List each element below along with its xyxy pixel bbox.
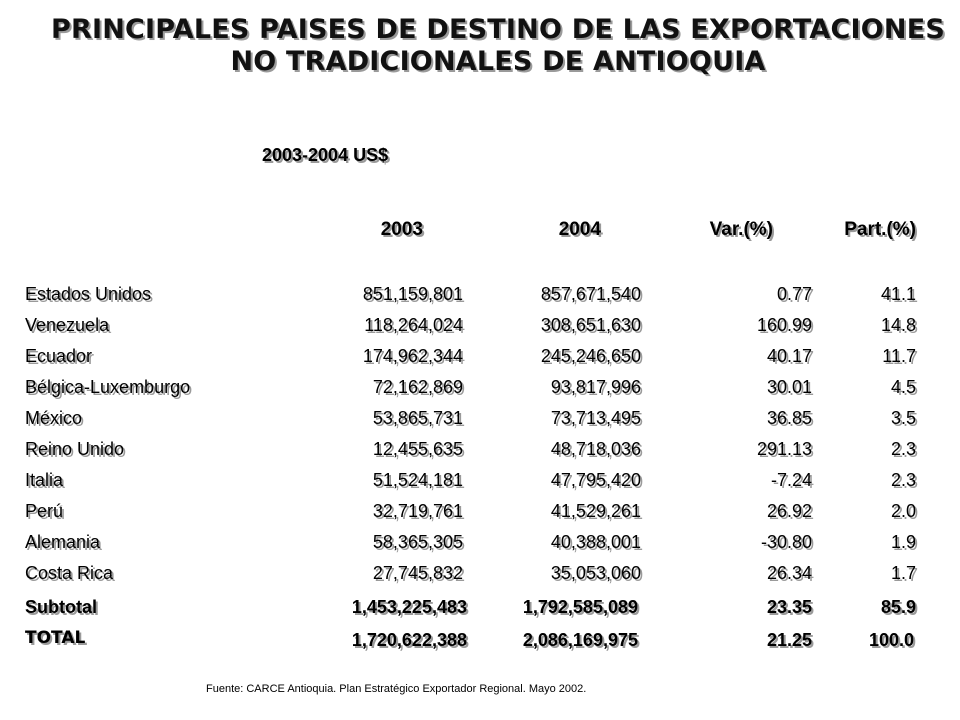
value-2003: 72,162,869 [372, 377, 463, 397]
value-var: 0.77 [776, 284, 812, 304]
value-2004: 41,529,261 [550, 501, 641, 521]
table-row: Estados Unidos 851,159,801 857,671,540 0.77… [0, 284, 960, 312]
table-row: Reino Unido 12,455,635 48,718,036 291.13 2.3 [0, 439, 960, 467]
total-var: 21.25 [766, 630, 812, 650]
value-var: 30.01 [766, 377, 812, 397]
country-name: Bélgica-Luxemburgo [25, 377, 191, 397]
value-2004: 93,817,996 [550, 377, 641, 397]
subtotal-label: Subtotal [25, 597, 97, 617]
value-2004: 73,713,495 [550, 408, 641, 428]
value-2003: 174,962,344 [362, 346, 463, 366]
value-2004: 40,388,001 [550, 532, 641, 552]
value-2004: 308,651,630 [540, 315, 641, 335]
subtotal-row: Subtotal 1,453,225,483 1,792,585,089 23.… [0, 597, 960, 625]
value-part: 2.0 [890, 501, 916, 521]
table-subtitle: 2003-2004 US$ [262, 145, 389, 165]
value-part: 3.5 [890, 408, 916, 428]
country-name: Venezuela [25, 315, 110, 335]
subtotal-var: 23.35 [766, 597, 812, 617]
value-2003: 53,865,731 [372, 408, 463, 428]
total-part: 100.0 [868, 630, 914, 650]
value-var: 26.34 [766, 563, 812, 583]
table-row: Ecuador 174,962,344 245,246,650 40.17 11.7 [0, 346, 960, 374]
total-2003: 1,720,622,388 [351, 630, 467, 650]
total-label: TOTAL [25, 628, 86, 648]
value-2004: 245,246,650 [540, 346, 641, 366]
value-part: 11.7 [882, 346, 916, 366]
value-part: 41.1 [880, 284, 916, 304]
value-part: 2.3 [890, 439, 916, 459]
value-var: -7.24 [770, 470, 812, 490]
page-title-line-2: NO TRADICIONALES DE ANTIOQUIA [230, 46, 766, 77]
value-part: 1.7 [890, 563, 916, 583]
table-row: México 53,865,731 73,713,495 36.85 3.5 [0, 408, 960, 436]
value-2004: 857,671,540 [540, 284, 641, 304]
header-var: Var.(%) [709, 219, 773, 240]
table-row: Italia 51,524,181 47,795,420 -7.24 2.3 [0, 470, 960, 498]
value-2003: 12,455,635 [372, 439, 463, 459]
value-var: 291.13 [756, 439, 812, 459]
subtotal-2003: 1,453,225,483 [351, 597, 467, 617]
value-var: 26.92 [766, 501, 812, 521]
table-row: Costa Rica 27,745,832 35,053,060 26.34 1.7 [0, 563, 960, 591]
country-name: Perú [25, 501, 64, 521]
value-part: 4.5 [890, 377, 916, 397]
country-name: Italia [25, 470, 64, 490]
header-2004: 2004 [558, 219, 601, 240]
value-2003: 32,719,761 [372, 501, 463, 521]
value-var: 40.17 [766, 346, 812, 366]
table-row: Bélgica-Luxemburgo 72,162,869 93,817,996 30… [0, 377, 960, 405]
header-2003: 2003 [380, 219, 423, 240]
country-name: Estados Unidos [25, 284, 152, 304]
subtotal-2004: 1,792,585,089 [522, 597, 638, 617]
country-name: México [25, 408, 83, 428]
value-2003: 51,524,181 [372, 470, 463, 490]
value-2003: 118,264,024 [364, 315, 463, 335]
table-row: Venezuela 118,264,024 308,651,630 160.99 14.… [0, 315, 960, 343]
value-var: 160.99 [756, 315, 812, 335]
value-var: -30.80 [760, 532, 812, 552]
value-2004: 47,795,420 [550, 470, 641, 490]
country-name: Costa Rica [25, 563, 114, 583]
source-footnote: Fuente: CARCE Antioquia. Plan Estratégic… [206, 683, 587, 695]
value-part: 14.8 [880, 315, 916, 335]
value-2004: 48,718,036 [550, 439, 641, 459]
page-title-line-1: PRINCIPALES PAISES DE DESTINO DE LAS EXP… [50, 14, 946, 45]
table-row: Alemania 58,365,305 40,388,001 -30.80 1.9 [0, 532, 960, 560]
total-2004: 2,086,169,975 [522, 630, 638, 650]
header-part: Part.(%) [844, 219, 916, 240]
subtotal-part: 85.9 [880, 597, 916, 617]
value-2003: 851,159,801 [362, 284, 463, 304]
country-name: Ecuador [25, 346, 93, 366]
table-row: Perú 32,719,761 41,529,261 26.92 2.0 [0, 501, 960, 529]
value-2003: 27,745,832 [372, 563, 463, 583]
country-name: Reino Unido [25, 439, 125, 459]
value-part: 2.3 [890, 470, 916, 490]
value-2004: 35,053,060 [550, 563, 641, 583]
country-name: Alemania [25, 532, 101, 552]
value-part: 1.9 [890, 532, 916, 552]
value-2003: 58,365,305 [372, 532, 463, 552]
value-var: 36.85 [766, 408, 812, 428]
total-row: TOTAL 1,720,622,388 2,086,169,975 21.25 … [0, 628, 960, 656]
